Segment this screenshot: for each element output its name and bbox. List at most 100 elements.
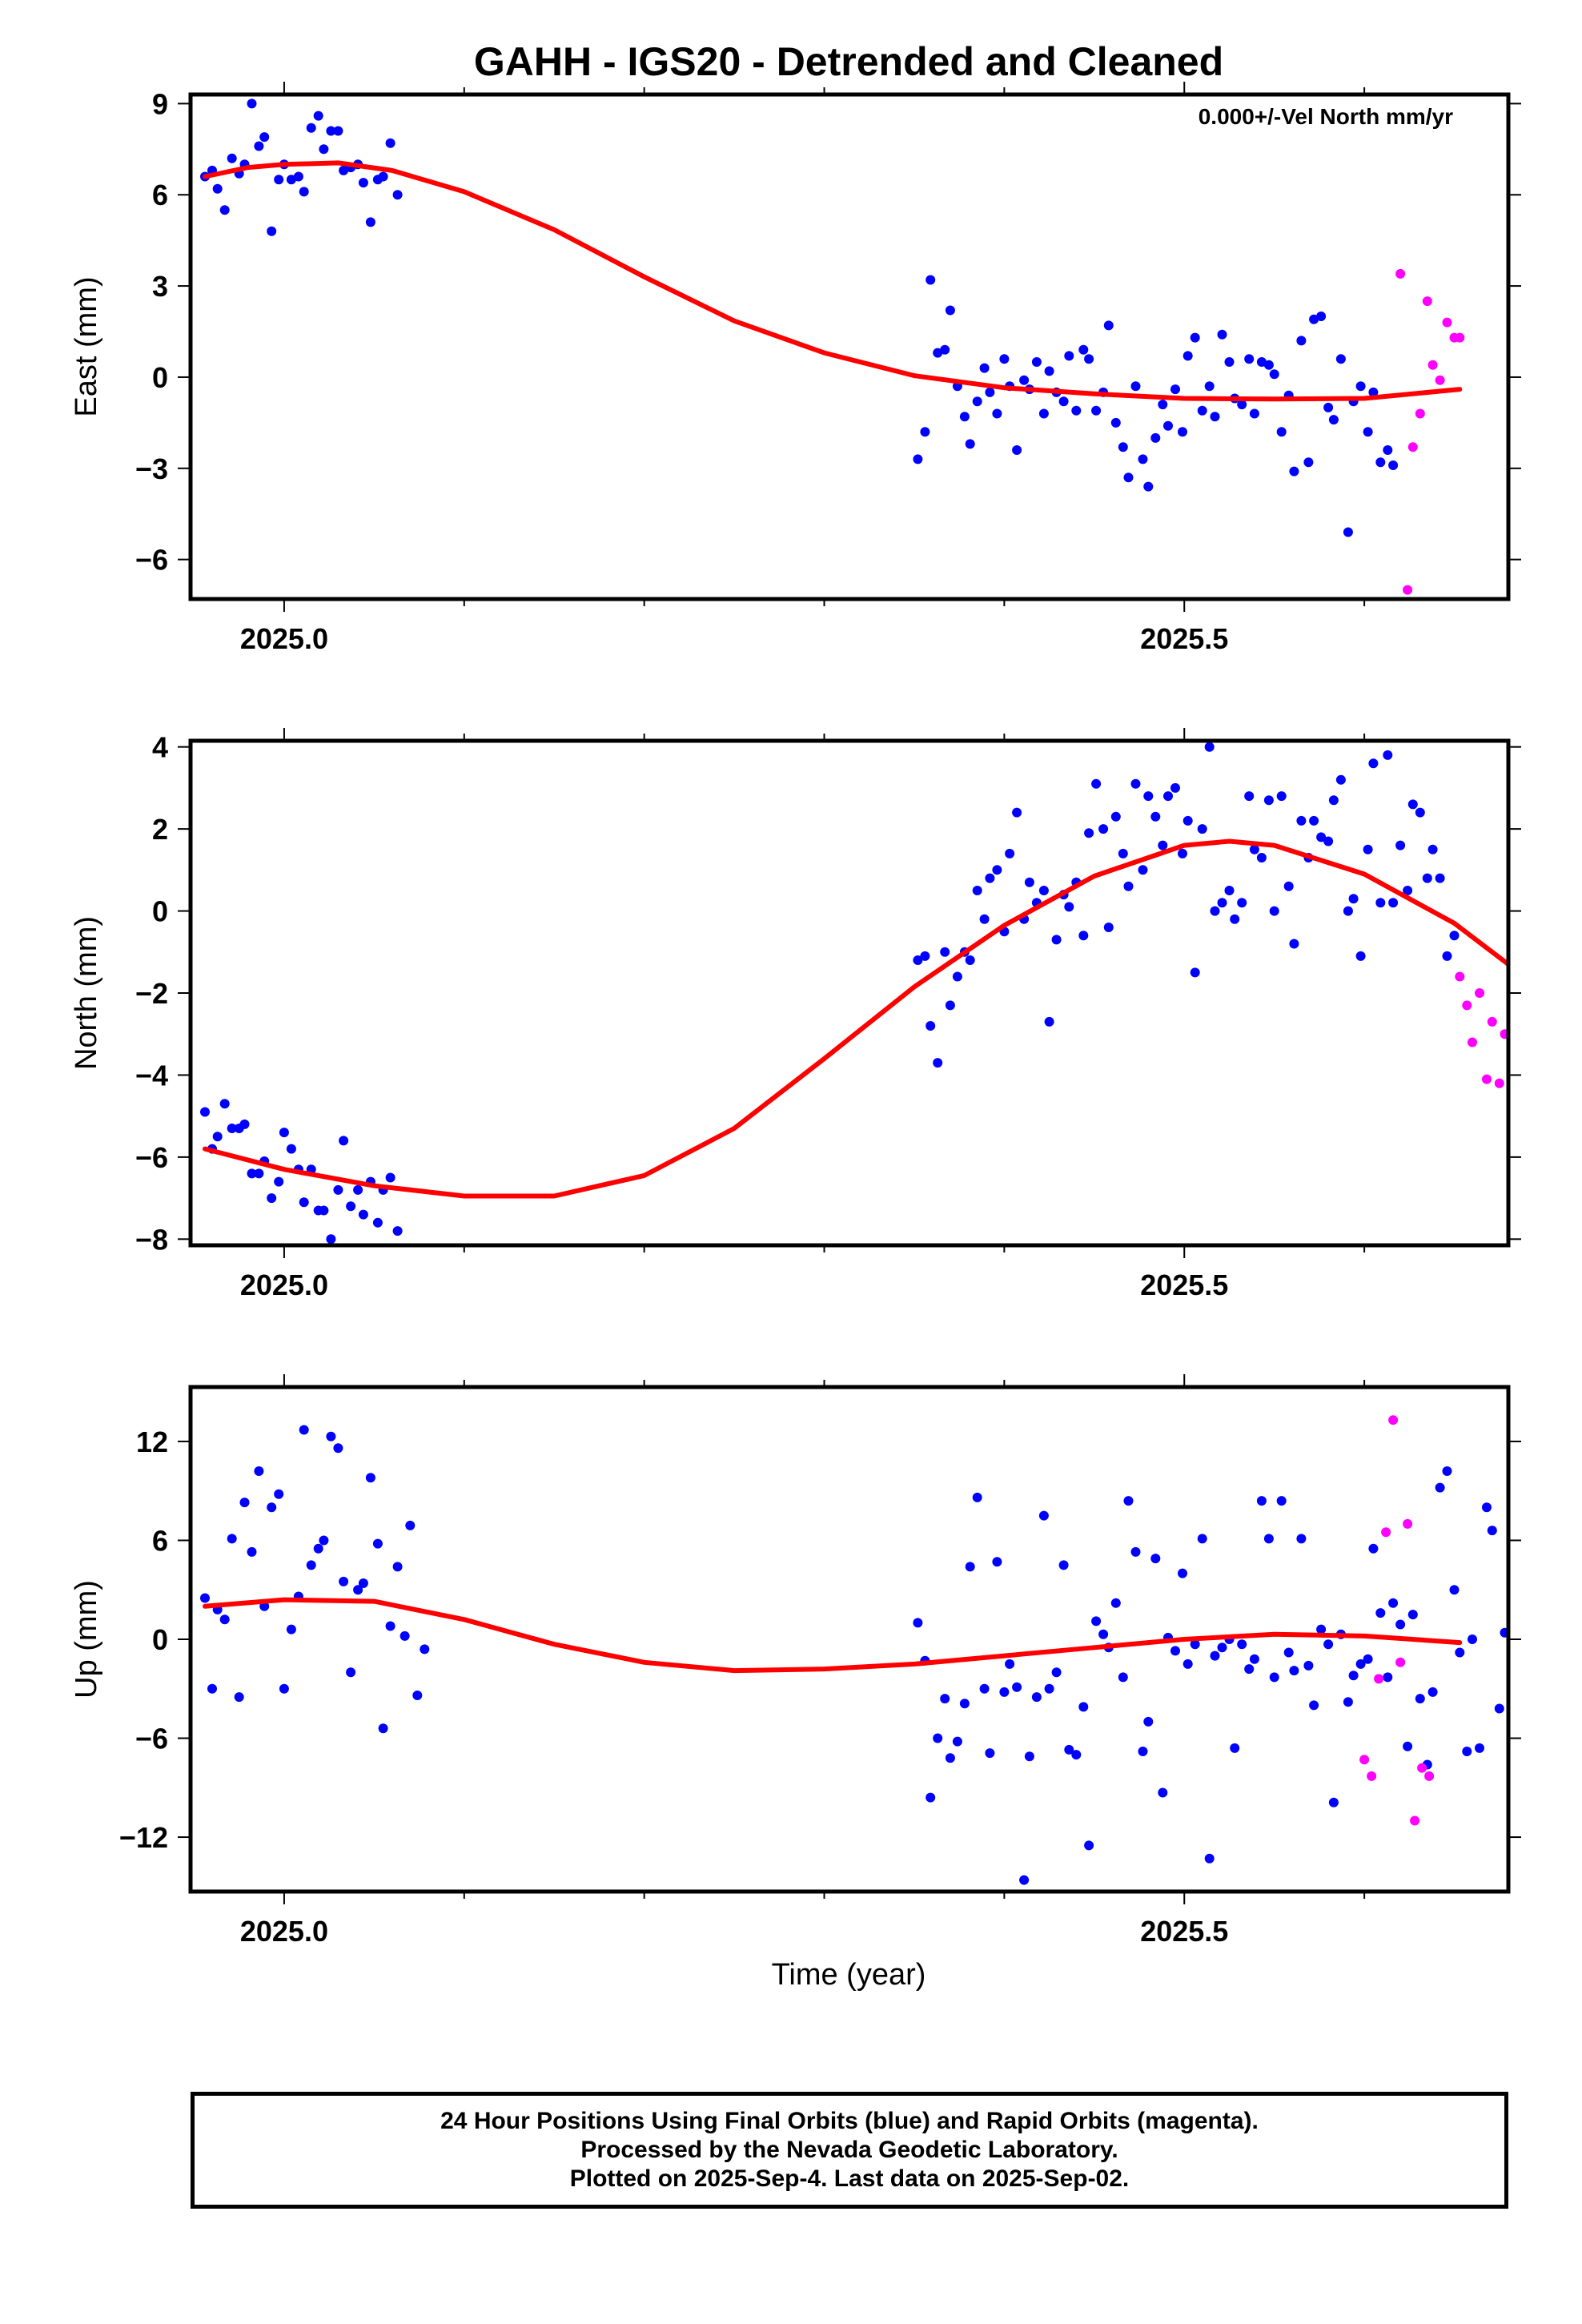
final-orbit-point: [219, 1099, 230, 1109]
final-orbit-point: [339, 165, 349, 175]
final-orbit-point: [1084, 828, 1094, 838]
final-orbit-point: [1475, 1743, 1484, 1753]
final-orbit-point: [1449, 1585, 1460, 1595]
final-orbit-point: [339, 1576, 349, 1586]
final-orbit-point: [420, 1644, 430, 1655]
x-tick-label: 2025.5: [1140, 1915, 1228, 1948]
rapid-orbit-point: [1482, 1074, 1492, 1084]
final-orbit-point: [1012, 807, 1022, 818]
final-orbit-point: [1388, 460, 1399, 470]
final-orbit-point: [1019, 375, 1030, 385]
final-orbit-point: [920, 951, 930, 961]
final-orbit-point: [1098, 824, 1109, 834]
final-orbit-point: [972, 396, 982, 407]
final-orbit-point: [1263, 360, 1274, 370]
final-orbit-point: [212, 183, 223, 194]
final-orbit-point: [1534, 1651, 1544, 1661]
final-orbit-point: [1230, 1743, 1240, 1753]
y-tick-label: 0: [152, 895, 168, 928]
final-orbit-point: [1138, 1747, 1148, 1756]
rapid-orbit-point: [1410, 1815, 1420, 1826]
final-orbit-point: [1316, 312, 1327, 321]
final-orbit-point: [1415, 1694, 1425, 1704]
y-tick-label: 3: [152, 270, 168, 303]
final-orbit-point: [319, 1205, 329, 1216]
final-orbit-point: [1283, 1647, 1294, 1658]
final-orbit-point: [1383, 445, 1393, 455]
x-tick-label: 2025.0: [240, 622, 328, 655]
final-orbit-point: [1038, 886, 1049, 895]
final-orbit-point: [1323, 1639, 1334, 1650]
final-orbit-point: [1515, 1547, 1524, 1557]
final-orbit-point: [400, 1630, 410, 1641]
final-orbit-point: [1244, 791, 1255, 802]
final-orbit-point: [1058, 396, 1069, 407]
final-orbit-point: [385, 138, 396, 148]
y-tick-label: 0: [152, 361, 168, 394]
final-orbit-point: [979, 914, 990, 924]
final-orbit-point: [326, 1234, 336, 1244]
x-tick-label: 2025.0: [240, 1269, 328, 1301]
final-orbit-point: [306, 123, 316, 133]
final-orbit-point: [1182, 1659, 1193, 1669]
final-orbit-point: [1355, 381, 1366, 392]
final-orbit-point: [1178, 1568, 1187, 1578]
final-orbit-point: [965, 955, 975, 965]
final-orbit-point: [1363, 1654, 1373, 1664]
final-orbit-point: [1269, 906, 1279, 916]
final-orbit-point: [972, 1492, 982, 1502]
plot-frame: [188, 92, 1511, 601]
velocity-note: 0.000+/-Vel North mm/yr: [1199, 104, 1453, 129]
final-orbit-point: [1044, 366, 1054, 376]
final-orbit-point: [227, 153, 237, 163]
final-orbit-point: [392, 190, 403, 200]
final-orbit-point: [1024, 1751, 1034, 1762]
final-orbit-point: [1078, 1702, 1089, 1712]
rapid-orbit-point: [1422, 296, 1432, 307]
final-orbit-point: [1224, 357, 1235, 367]
final-orbit-point: [959, 412, 970, 422]
final-orbit-point: [279, 1683, 289, 1694]
final-orbit-point: [254, 1466, 264, 1476]
final-orbit-point: [1098, 1629, 1109, 1639]
final-orbit-point: [1256, 357, 1267, 367]
final-orbit-point: [1118, 1672, 1128, 1683]
final-orbit-point: [227, 1124, 237, 1133]
y-tick-label: −12: [119, 1821, 168, 1854]
final-orbit-point: [1064, 1744, 1074, 1755]
final-orbit-point: [1138, 454, 1148, 464]
rapid-orbit-point: [1500, 1029, 1508, 1039]
final-orbit-point: [1190, 332, 1200, 343]
rapid-orbit-point: [1468, 1037, 1477, 1047]
rapid-orbit-point: [1367, 1771, 1377, 1781]
final-orbit-point: [1210, 906, 1220, 916]
final-orbit-point: [1500, 1627, 1508, 1638]
rapid-orbit-point: [1359, 1755, 1370, 1765]
final-orbit-point: [1091, 405, 1102, 416]
final-orbit-point: [1143, 1716, 1154, 1727]
final-orbit-point: [1230, 914, 1240, 924]
final-orbit-point: [1224, 886, 1235, 895]
final-orbit-point: [1303, 457, 1314, 468]
final-orbit-point: [1269, 369, 1279, 380]
final-orbit-point: [1422, 873, 1432, 883]
final-orbit-point: [1084, 354, 1094, 364]
final-orbit-point: [933, 348, 943, 358]
final-orbit-point: [1316, 1624, 1327, 1634]
final-orbit-point: [992, 1557, 1002, 1567]
final-orbit-point: [1348, 1671, 1359, 1681]
final-orbit-point: [267, 1502, 277, 1513]
final-orbit-point: [219, 1614, 230, 1625]
final-orbit-point: [1012, 445, 1022, 455]
final-orbit-point: [333, 126, 343, 136]
final-orbit-point: [1091, 1616, 1102, 1626]
final-orbit-point: [239, 1119, 250, 1129]
final-orbit-point: [365, 1473, 375, 1483]
final-orbit-point: [1375, 457, 1386, 468]
y-axis-label: East (mm): [70, 276, 103, 416]
figure-title: GAHH - IGS20 - Detrended and Cleaned: [474, 39, 1223, 84]
final-orbit-point: [1143, 481, 1154, 492]
final-orbit-point: [945, 305, 955, 316]
final-orbit-point: [219, 205, 230, 215]
plot-area: [200, 99, 1465, 595]
